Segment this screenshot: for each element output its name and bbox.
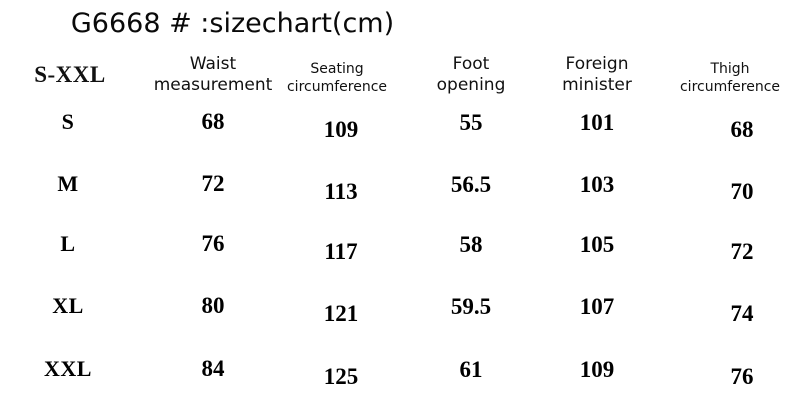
column-header-thigh-line1: Thigh (710, 61, 750, 77)
table-header-row: S-XXL Waist measurement Seating circumfe… (0, 50, 800, 96)
cell-waist: 84 (201, 356, 225, 381)
cell-foot: 61 (459, 357, 483, 382)
cell-foreign: 103 (579, 172, 615, 197)
cell-thigh: 76 (730, 364, 754, 389)
row-size-label: M (57, 171, 79, 196)
cell-foreign: 109 (579, 357, 615, 382)
row-size-label: XL (52, 293, 84, 318)
column-header-waist-line1: Waist (189, 54, 237, 74)
column-header-waist-measurement: Waist measurement (143, 54, 283, 96)
column-header-foreign-line1: Foreign (565, 54, 629, 74)
column-header-foot-opening: Foot opening (406, 54, 536, 96)
column-header-seating-line2: circumference (286, 79, 388, 95)
column-header-foreign-line2: minister (562, 75, 632, 95)
cell-seating: 121 (323, 301, 359, 326)
cell-waist: 68 (201, 109, 225, 134)
column-header-size: S-XXL (34, 62, 106, 87)
cell-foot: 56.5 (450, 172, 492, 197)
cell-foot: 59.5 (450, 294, 492, 319)
cell-seating: 113 (324, 179, 358, 204)
page-title: G6668 # :sizechart(cm) (70, 8, 395, 39)
cell-waist: 80 (201, 293, 225, 318)
cell-foot: 55 (459, 110, 483, 135)
row-size-label: S (61, 109, 75, 134)
cell-foot: 58 (459, 232, 483, 257)
column-header-foreign-minister: Foreign minister (532, 54, 662, 96)
cell-foreign: 107 (579, 294, 615, 319)
cell-seating: 109 (323, 117, 359, 142)
cell-seating: 117 (324, 239, 358, 264)
cell-thigh: 72 (730, 239, 754, 264)
cell-seating: 125 (323, 364, 359, 389)
column-header-waist-line2: measurement (153, 75, 273, 95)
row-size-label: L (60, 231, 76, 256)
column-header-seating-line1: Seating (310, 61, 364, 77)
cell-thigh: 68 (730, 117, 754, 142)
cell-foreign: 105 (579, 232, 615, 257)
cell-thigh: 74 (730, 301, 754, 326)
row-size-label: XXL (44, 356, 92, 381)
column-header-foot-line2: opening (436, 75, 506, 95)
column-header-thigh-line2: circumference (679, 79, 781, 95)
cell-thigh: 70 (730, 179, 754, 204)
cell-waist: 76 (201, 231, 225, 256)
column-header-thigh-circumference: Thigh circumference (665, 60, 795, 96)
cell-waist: 72 (201, 171, 225, 196)
cell-foreign: 101 (579, 110, 615, 135)
column-header-foot-line1: Foot (452, 54, 490, 74)
column-header-seating-circumference: Seating circumference (272, 60, 402, 96)
